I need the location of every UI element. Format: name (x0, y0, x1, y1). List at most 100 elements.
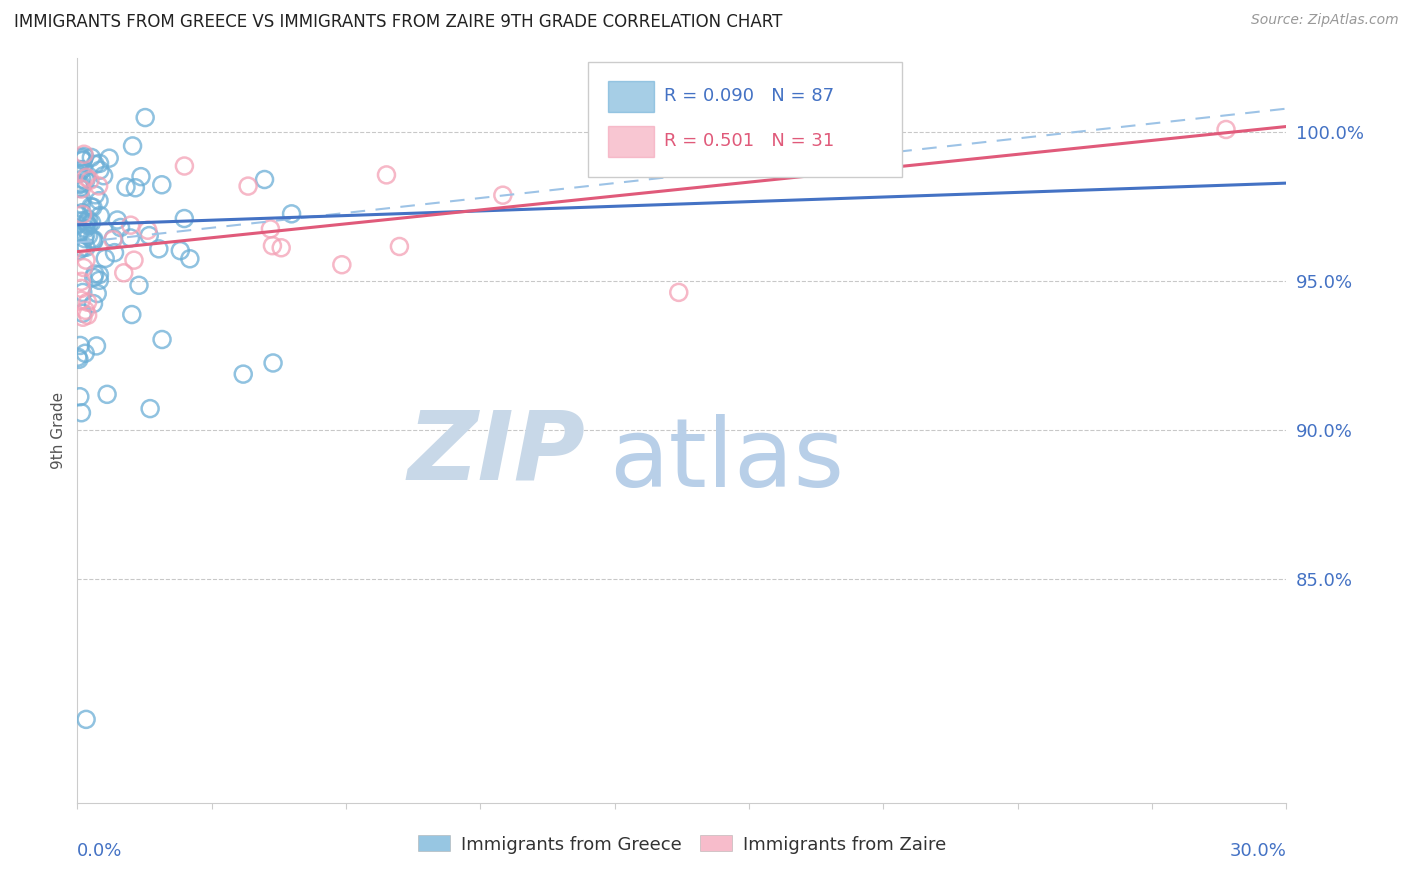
Point (72, 285, 94, 300)
Point (87, 194, 110, 208)
Point (72, 306, 94, 320)
Point (66, 350, 89, 364)
Point (128, 278, 150, 293)
Point (232, 367, 254, 381)
Point (67, 162, 90, 177)
Point (70, 150, 93, 164)
Point (375, 168, 398, 182)
Point (89, 156, 111, 170)
FancyBboxPatch shape (609, 126, 654, 157)
Point (73, 147, 96, 161)
Point (70, 205, 93, 219)
Point (70, 192, 93, 206)
Point (76, 217, 98, 231)
Point (76, 295, 98, 310)
Point (70, 182, 93, 196)
Point (86, 286, 108, 301)
Point (173, 211, 195, 226)
Point (67, 207, 90, 221)
Point (67, 352, 90, 367)
Point (82, 296, 104, 310)
Point (75, 303, 97, 318)
Point (72, 208, 94, 222)
Point (84, 157, 107, 171)
Point (270, 241, 292, 255)
Text: atlas: atlas (609, 414, 845, 507)
Point (169, 244, 191, 258)
Point (148, 242, 170, 256)
Point (89, 273, 111, 287)
Point (77, 228, 100, 243)
Point (80, 151, 103, 165)
Point (80, 232, 103, 246)
Point (122, 253, 145, 268)
Point (253, 172, 276, 186)
Point (124, 181, 146, 195)
Point (179, 252, 201, 266)
Point (75, 253, 97, 268)
Point (668, 285, 690, 300)
Point (87, 178, 110, 193)
Point (72, 241, 94, 255)
Point (76, 308, 98, 322)
Point (83, 234, 105, 248)
Point (69, 177, 91, 191)
FancyBboxPatch shape (588, 62, 903, 178)
Point (75, 346, 97, 360)
Point (236, 179, 259, 194)
Point (70, 172, 93, 186)
Point (388, 239, 411, 253)
Point (77, 219, 100, 233)
Point (72, 310, 94, 325)
Point (98, 151, 121, 165)
Point (69, 338, 91, 352)
Text: Source: ZipAtlas.com: Source: ZipAtlas.com (1251, 13, 1399, 28)
Point (110, 220, 132, 235)
Point (103, 245, 125, 260)
Text: ZIP: ZIP (408, 406, 585, 500)
Point (75, 170, 97, 185)
Point (103, 231, 125, 245)
Point (83, 270, 105, 285)
Legend: Immigrants from Greece, Immigrants from Zaire: Immigrants from Greece, Immigrants from … (411, 828, 953, 861)
Point (120, 218, 142, 232)
Point (72, 153, 94, 168)
Text: R = 0.090   N = 87: R = 0.090 N = 87 (664, 87, 834, 105)
Point (173, 159, 195, 173)
Point (139, 401, 162, 416)
Point (101, 233, 124, 247)
Point (70, 162, 93, 177)
Point (86, 339, 108, 353)
Point (262, 238, 284, 252)
Point (67, 167, 90, 181)
Point (80, 215, 103, 229)
Point (75, 221, 97, 235)
Point (72, 260, 94, 275)
Point (70, 281, 93, 295)
Point (84, 187, 107, 202)
Point (1215, 122, 1237, 136)
Point (89, 209, 111, 223)
Point (73, 231, 96, 245)
Point (82, 200, 104, 214)
Text: IMMIGRANTS FROM GREECE VS IMMIGRANTS FROM ZAIRE 9TH GRADE CORRELATION CHART: IMMIGRANTS FROM GREECE VS IMMIGRANTS FRO… (14, 13, 782, 31)
Point (70, 406, 93, 420)
Point (96, 387, 118, 401)
Point (262, 356, 284, 370)
Point (69, 390, 91, 404)
Point (121, 139, 143, 153)
Point (83, 267, 105, 281)
Point (259, 222, 281, 236)
Point (115, 180, 138, 194)
Point (75, 227, 97, 242)
Point (75, 174, 97, 188)
Point (89, 268, 111, 282)
Point (330, 258, 353, 272)
Point (75, 712, 97, 726)
Point (79, 173, 101, 187)
Point (72, 153, 94, 167)
Point (94, 252, 117, 266)
Point (70, 197, 93, 211)
Point (150, 333, 173, 347)
Point (69, 181, 91, 195)
